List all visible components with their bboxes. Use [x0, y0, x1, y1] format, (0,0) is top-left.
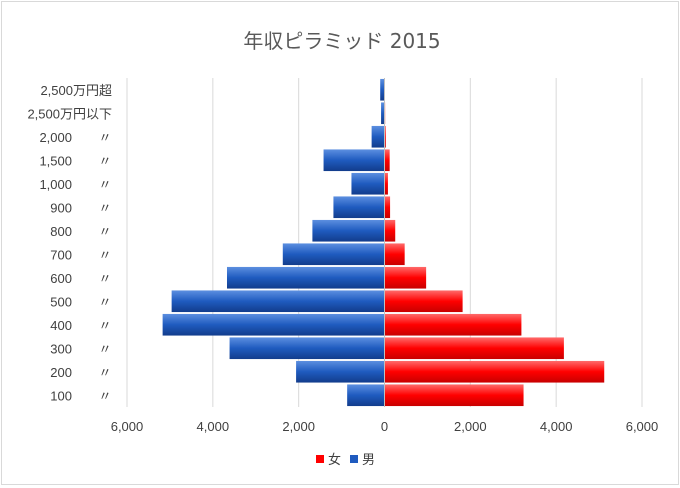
category-suffix: 〃: [98, 130, 111, 145]
x-tick-label: 2,000: [454, 419, 487, 434]
bar-male-8: [227, 267, 385, 289]
bar-male-4: [351, 173, 384, 195]
category-label: 2,500万円以下: [27, 106, 112, 121]
category-suffix: 〃: [98, 153, 111, 168]
category-suffix: 〃: [98, 177, 111, 192]
category-label: 2,000: [39, 130, 72, 145]
bar-female-3: [385, 149, 390, 171]
category-suffix: 〃: [98, 200, 111, 215]
category-label: 900: [50, 200, 72, 215]
x-tick-label: 4,000: [540, 419, 573, 434]
bar-male-6: [312, 220, 384, 242]
bar-male-9: [172, 290, 385, 312]
legend-label: 男: [362, 453, 375, 468]
bar-female-10: [385, 314, 522, 336]
x-tick-labels: 6,000 4,000 2,000 0 2,000 4,000 6,000: [111, 419, 659, 434]
category-label: 200: [50, 365, 72, 380]
category-suffix: 〃: [98, 247, 111, 262]
category-suffix: 〃: [98, 318, 111, 333]
category-suffix: 〃: [98, 224, 111, 239]
category-label: 300: [50, 341, 72, 356]
category-label: 1,000: [39, 177, 72, 192]
bars: [163, 78, 605, 407]
bar-male-2: [372, 126, 385, 148]
bar-male-7: [283, 243, 385, 265]
legend-label: 女: [328, 452, 341, 468]
bar-male-12: [296, 361, 384, 383]
legend-swatch: [316, 455, 324, 463]
x-tick-label: 0: [381, 419, 388, 434]
bar-male-0: [380, 79, 384, 101]
category-label: 1,500: [39, 153, 72, 168]
category-label: 400: [50, 318, 72, 333]
x-tick-label: 4,000: [197, 419, 230, 434]
bar-female-6: [385, 220, 396, 242]
bar-female-5: [385, 196, 391, 218]
x-tick-label: 2,000: [282, 419, 315, 434]
category-suffix: 〃: [98, 341, 111, 356]
bar-male-10: [163, 314, 385, 336]
category-label: 700: [50, 247, 72, 262]
bar-female-4: [385, 173, 388, 195]
bar-male-5: [333, 196, 384, 218]
category-label: 600: [50, 271, 72, 286]
category-suffix: 〃: [98, 365, 111, 380]
category-labels: 2,500万円超 2,500万円以下 2,000 〃 1,500 〃 1,000 〃 900 〃 8…: [27, 83, 112, 404]
chart-title: 年収ピラミッド 2015: [243, 29, 440, 53]
x-tick-label: 6,000: [626, 419, 659, 434]
category-suffix: 〃: [98, 271, 111, 286]
category-suffix: 〃: [98, 388, 111, 403]
category-suffix: 〃: [98, 294, 111, 309]
bar-male-3: [324, 149, 385, 171]
bar-female-13: [385, 384, 524, 406]
bar-male-13: [347, 384, 384, 406]
legend: 女男: [316, 452, 375, 468]
bar-female-12: [385, 361, 605, 383]
category-label: 100: [50, 388, 72, 403]
bar-female-7: [385, 243, 405, 265]
bar-male-1: [381, 102, 384, 124]
bar-female-11: [385, 337, 564, 359]
category-label: 800: [50, 224, 72, 239]
bar-female-8: [385, 267, 427, 289]
legend-swatch: [350, 455, 358, 463]
x-tick-label: 6,000: [111, 419, 144, 434]
bar-male-11: [230, 337, 385, 359]
category-label: 500: [50, 294, 72, 309]
bar-female-9: [385, 290, 463, 312]
category-label: 2,500万円超: [40, 83, 112, 98]
